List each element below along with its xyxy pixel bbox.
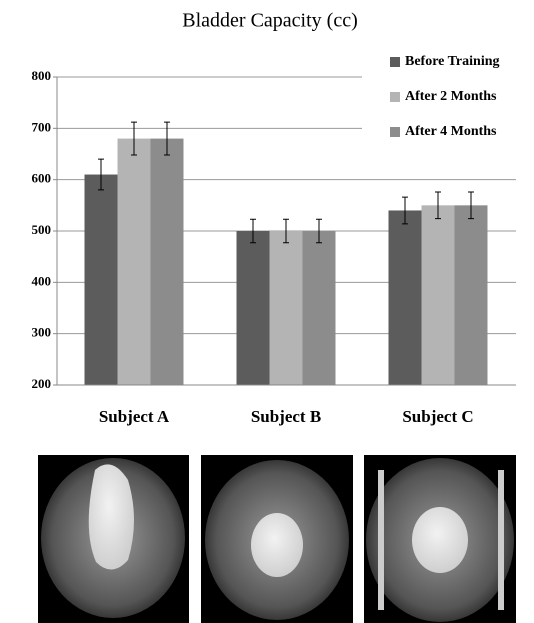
bar xyxy=(270,231,303,385)
bar xyxy=(237,231,270,385)
y-tick-label: 700 xyxy=(32,119,52,134)
y-tick-label: 200 xyxy=(32,376,52,391)
bar xyxy=(455,205,488,385)
bar xyxy=(118,139,151,385)
chart-title: Bladder Capacity (cc) xyxy=(182,10,357,32)
y-tick-label: 600 xyxy=(32,171,52,186)
y-tick-label: 800 xyxy=(32,68,52,83)
x-tick-label: Subject A xyxy=(99,407,170,426)
legend-swatch xyxy=(390,92,400,102)
y-tick-label: 400 xyxy=(32,273,52,288)
bar xyxy=(303,231,336,385)
xray-images xyxy=(38,455,516,623)
x-tick-label: Subject B xyxy=(251,407,321,426)
page: Bladder Capacity (cc) 200 300 400 500 600 700… xyxy=(0,0,534,623)
legend-label: After 4 Months xyxy=(405,124,497,139)
y-tick-label: 500 xyxy=(32,222,52,237)
bar xyxy=(422,205,455,385)
legend-label: After 2 Months xyxy=(405,89,497,104)
legend-swatch xyxy=(390,57,400,67)
x-tick-label: Subject C xyxy=(402,407,473,426)
legend-label: Before Training xyxy=(405,54,500,69)
y-tick-label: 300 xyxy=(32,325,52,340)
legend-swatch xyxy=(390,127,400,137)
bar xyxy=(389,210,422,385)
bar xyxy=(85,175,118,385)
bar xyxy=(151,139,184,385)
